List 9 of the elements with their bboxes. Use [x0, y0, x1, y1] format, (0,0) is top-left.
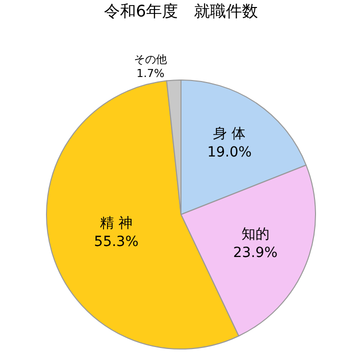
data-label: 55.3%	[94, 234, 139, 250]
slice-label: 知的	[241, 226, 270, 243]
data-label: 1.7%	[136, 67, 164, 80]
data-label: 19.0%	[207, 144, 252, 160]
slice-label: その他	[134, 52, 167, 66]
data-label: 23.9%	[233, 244, 278, 261]
chart-title: 令和6年度 就職件数	[104, 2, 258, 21]
slice-label: 精 神	[100, 216, 133, 232]
slice-label: 身 体	[213, 126, 246, 142]
